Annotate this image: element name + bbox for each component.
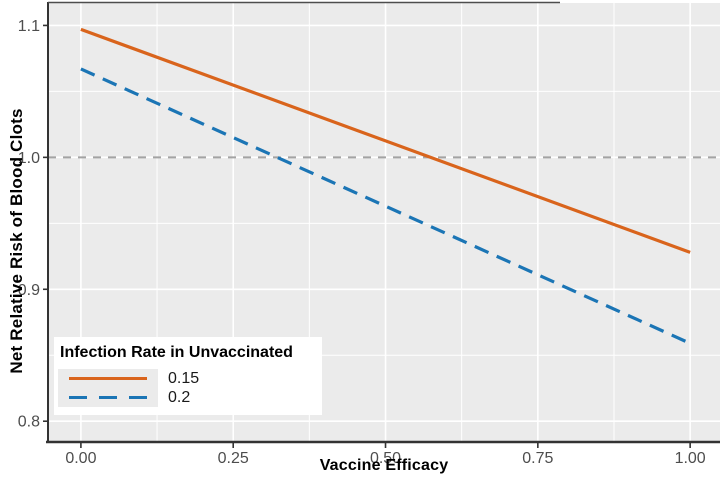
series-line-0.2 <box>80 67 691 345</box>
y-tick-label: 0.8 <box>18 414 40 431</box>
x-tick-label: 0.25 <box>218 450 249 467</box>
x-axis-title: Vaccine Efficacy <box>319 457 449 474</box>
legend-key-solid-line-icon <box>58 369 158 388</box>
y-tick-label: 1.1 <box>18 18 40 35</box>
x-tick-label: 0.75 <box>522 450 553 467</box>
legend-label: 0.2 <box>168 388 191 406</box>
legend: Infection Rate in Unvaccinated 0.15 0.2 <box>54 337 322 415</box>
legend-key-dashed-line-icon <box>58 388 158 407</box>
orange-solid-line-swatch <box>69 377 147 380</box>
x-tick-label: 0.00 <box>65 450 96 467</box>
legend-entry-02: 0.2 <box>54 388 322 407</box>
x-tick-label: 0.50 <box>370 450 401 467</box>
y-axis-title: Net Relative Risk of Blood Clots <box>7 108 26 374</box>
legend-label: 0.15 <box>168 369 200 387</box>
y-tick-label: 0.9 <box>18 282 40 299</box>
legend-entry-015: 0.15 <box>54 369 322 388</box>
x-tick-label: 1.00 <box>675 450 706 467</box>
blue-dashed-line-swatch <box>69 396 147 399</box>
y-tick-label: 1.0 <box>18 150 40 167</box>
legend-title: Infection Rate in Unvaccinated <box>60 344 293 361</box>
series-line-0.15 <box>80 27 691 254</box>
